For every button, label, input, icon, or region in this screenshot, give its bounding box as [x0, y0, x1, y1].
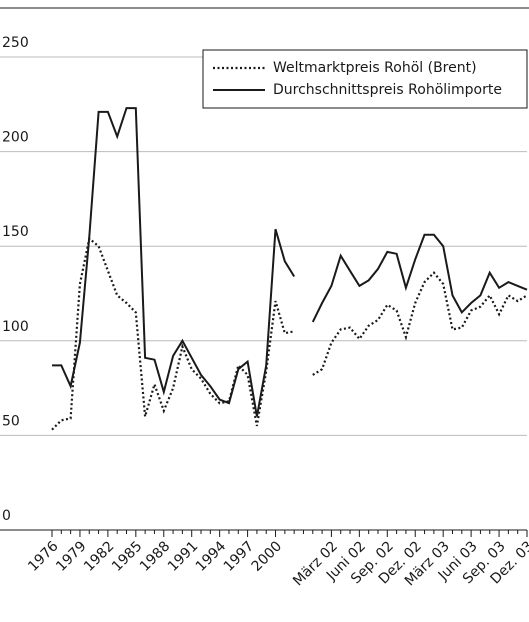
y-tick-label: 200: [2, 130, 29, 146]
x-tick-label: 1997: [221, 538, 258, 575]
legend-label: Weltmarktpreis Rohöl (Brent): [273, 60, 477, 76]
x-tick-label: 2000: [249, 538, 286, 575]
y-tick-label: 100: [2, 319, 29, 335]
x-tick-label: 1994: [193, 538, 230, 575]
series-line: [51, 236, 528, 431]
series: [51, 236, 528, 431]
x-tick-label: 1985: [109, 538, 146, 575]
x-tick-label: 1979: [53, 538, 90, 575]
x-tick-label: 1976: [25, 538, 62, 575]
x-tick-label: 1991: [165, 538, 202, 575]
y-tick-label: 150: [2, 224, 29, 240]
y-tick-label: 0: [2, 508, 11, 524]
x-tick-label: 1982: [81, 538, 118, 575]
y-tick-label: 250: [2, 35, 29, 51]
y-tick-label: 50: [2, 413, 20, 429]
series: [52, 107, 528, 417]
series-line: [52, 107, 528, 417]
x-tick-label: 1988: [137, 538, 174, 575]
legend-box: [202, 49, 528, 109]
legend-label: Durchschnittspreis Rohölimporte: [273, 82, 502, 98]
